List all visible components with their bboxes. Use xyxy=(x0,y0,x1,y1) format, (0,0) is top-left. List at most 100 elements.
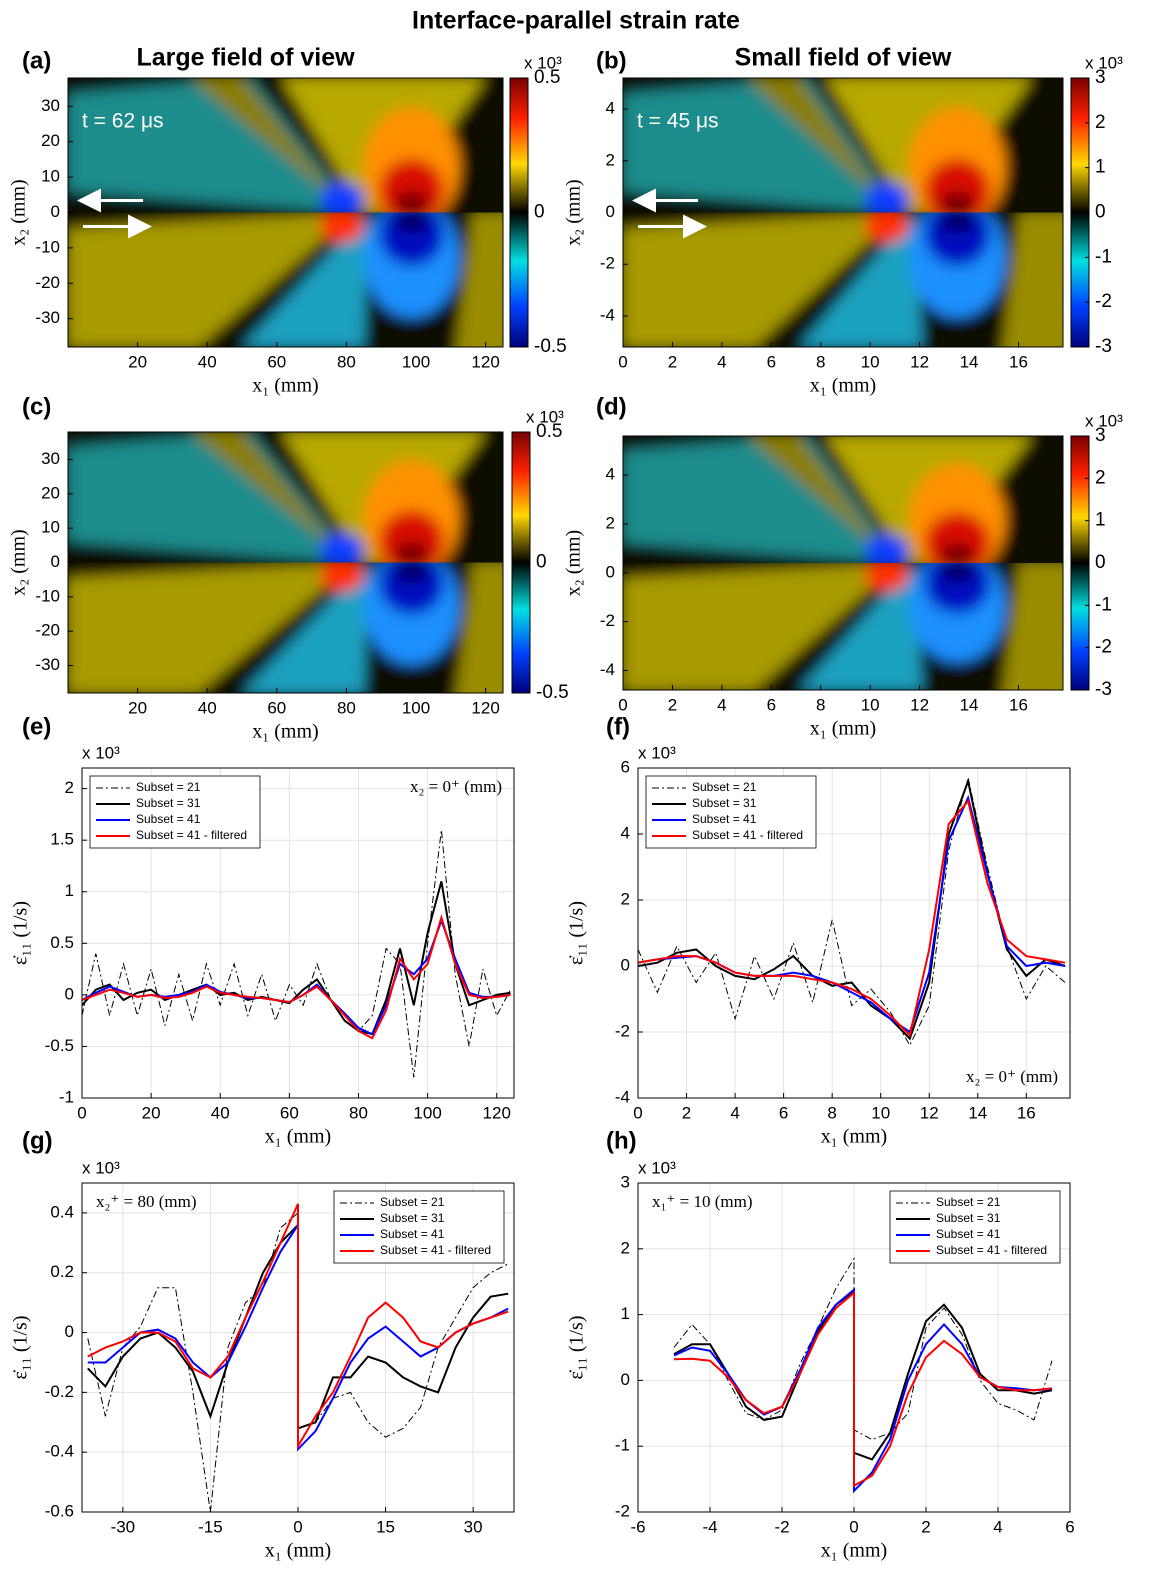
plot-frame xyxy=(622,435,1064,691)
time-annotation: t = 45 μs xyxy=(637,110,719,133)
x-tick-label: 16 xyxy=(1017,1103,1036,1122)
series-line xyxy=(673,1287,1053,1494)
y-axis-label: ε̇₁₁ (1/s) xyxy=(10,1315,32,1379)
x-axis-label: x₁ (mm) xyxy=(821,1126,887,1148)
y-multiplier: x 10³ xyxy=(82,743,120,762)
y-tick-label: 30 xyxy=(41,96,60,115)
field-half xyxy=(623,563,1063,690)
x-tick-label: 0 xyxy=(77,1103,86,1122)
legend-label: Subset = 41 - filtered xyxy=(136,828,247,842)
colorbar-tick-label: -3 xyxy=(1095,679,1112,700)
series-line xyxy=(87,1203,509,1450)
x-tick-label: 20 xyxy=(142,1103,161,1122)
y-tick-label: 0.4 xyxy=(50,1202,74,1221)
y-axis-label: ε̇₁₁ (1/s) xyxy=(10,901,32,965)
y-tick-label: -4 xyxy=(600,660,615,679)
x-tick-label: -6 xyxy=(630,1517,645,1536)
series-group xyxy=(82,829,511,1078)
legend-label: Subset = 31 xyxy=(692,796,757,810)
panel-label: (a) xyxy=(22,47,51,74)
colorbar-tick-label: 0.5 xyxy=(534,67,560,88)
colorbar-multiplier: x 10³ xyxy=(1085,411,1123,430)
y-axis-label: x₂ (mm) xyxy=(8,179,30,245)
x-axis-label: x₁ (mm) xyxy=(265,1540,331,1562)
legend-label: Subset = 21 xyxy=(380,1195,445,1209)
y-multiplier: x 10³ xyxy=(638,1158,676,1177)
y-tick-label: 0 xyxy=(606,562,615,581)
legend-label: Subset = 31 xyxy=(136,796,201,810)
colorbar-tick-label: 3 xyxy=(1095,425,1106,446)
y-tick-label: -4 xyxy=(615,1087,630,1106)
y-tick-label: 0 xyxy=(65,984,74,1003)
x-tick-label: 16 xyxy=(1009,352,1028,371)
colorbar-multiplier: x 10³ xyxy=(1085,53,1123,72)
x-tick-label: 120 xyxy=(483,1103,511,1122)
legend-label: Subset = 41 xyxy=(936,1227,1001,1241)
time-annotation: t = 62 μs xyxy=(82,110,164,133)
panel-label: (e) xyxy=(22,713,51,740)
series-line xyxy=(638,777,1066,1047)
field-half xyxy=(623,78,1063,213)
legend-label: Subset = 41 - filtered xyxy=(692,828,803,842)
colorbar-tick-label: -1 xyxy=(1095,594,1112,615)
x-axis-label: x₁ (mm) xyxy=(252,375,318,397)
x-tick-label: 8 xyxy=(816,695,825,714)
legend-label: Subset = 41 xyxy=(692,812,757,826)
colorbar-tick-label: 2 xyxy=(1095,112,1106,133)
y-tick-label: -0.5 xyxy=(45,1036,74,1055)
x-tick-label: -4 xyxy=(702,1517,717,1536)
series-line xyxy=(82,913,511,1040)
y-tick-label: -0.4 xyxy=(45,1442,74,1461)
colorbar-multiplier: x 10³ xyxy=(524,53,562,72)
y-tick-label: 4 xyxy=(621,823,630,842)
series-line xyxy=(673,1289,1053,1461)
x-tick-label: 10 xyxy=(871,1103,890,1122)
panel-title: Large field of view xyxy=(136,44,355,72)
x-axis-label: x₁ (mm) xyxy=(810,375,876,397)
x-tick-label: 4 xyxy=(730,1103,739,1122)
series-line xyxy=(87,1211,509,1512)
y-tick-label: -1 xyxy=(615,1436,630,1455)
x-tick-label: 40 xyxy=(211,1103,230,1122)
legend-label: Subset = 41 xyxy=(136,812,201,826)
y-axis-label: ε̇₁₁ (1/s) xyxy=(566,901,588,965)
series-line xyxy=(673,1256,1053,1441)
panel-title: Small field of view xyxy=(735,44,952,72)
x-tick-label: 12 xyxy=(910,352,929,371)
x-tick-label: 4 xyxy=(993,1517,1002,1536)
legend-label: Subset = 41 - filtered xyxy=(380,1243,491,1257)
x-axis-label: x₁ (mm) xyxy=(821,1540,887,1562)
x-tick-label: 100 xyxy=(402,698,430,717)
annotation: x₁⁺ = 10 (mm) xyxy=(652,1192,753,1211)
legend-label: Subset = 41 xyxy=(380,1227,445,1241)
x-tick-label: 20 xyxy=(128,352,147,371)
colorbar-tick-label: 1 xyxy=(1095,157,1106,178)
panel-label: (c) xyxy=(22,393,51,420)
colorbar-tick-label: -2 xyxy=(1095,291,1112,312)
x-axis-label: x₁ (mm) xyxy=(252,721,318,743)
x-tick-label: 0 xyxy=(849,1517,858,1536)
figure-title: Interface-parallel strain rate xyxy=(412,7,740,35)
y-tick-label: -4 xyxy=(600,305,615,324)
colorbar-tick-label: -3 xyxy=(1095,336,1112,357)
colorbar-tick-label: 0.5 xyxy=(536,421,562,442)
x-tick-label: 12 xyxy=(910,695,929,714)
y-tick-label: -2 xyxy=(615,1501,630,1520)
x-tick-label: 10 xyxy=(861,352,880,371)
colorbar-tick-label: -2 xyxy=(1095,637,1112,658)
y-tick-label: 2 xyxy=(621,1238,630,1257)
y-tick-label: 0 xyxy=(65,1322,74,1341)
x-tick-label: 60 xyxy=(267,698,286,717)
x-tick-label: 2 xyxy=(921,1517,930,1536)
x-axis-label: x₁ (mm) xyxy=(810,718,876,740)
x-tick-label: 0 xyxy=(618,695,627,714)
y-tick-label: -20 xyxy=(35,273,60,292)
y-tick-label: 0 xyxy=(606,202,615,221)
series-line xyxy=(673,1290,1053,1488)
x-tick-label: 100 xyxy=(402,352,430,371)
x-tick-label: -30 xyxy=(111,1517,136,1536)
y-tick-label: 2 xyxy=(621,889,630,908)
colorbar-tick-label: -0.5 xyxy=(536,682,569,703)
x-tick-label: 12 xyxy=(920,1103,939,1122)
